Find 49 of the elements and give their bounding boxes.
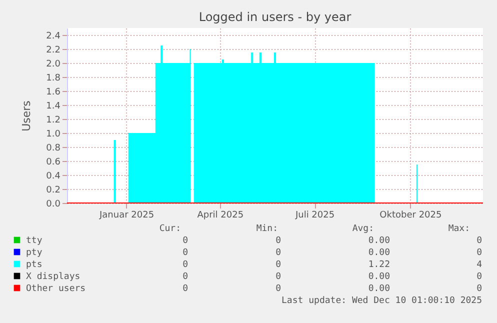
text: Avg: [352, 224, 374, 234]
text: 0.00 [368, 272, 390, 282]
y-axis-title: Users [20, 100, 34, 132]
y-tick-label: 2.4 [46, 32, 61, 42]
text: 0.00 [368, 236, 390, 246]
y-tick-label: 1.6 [46, 88, 61, 98]
text: 0 [276, 248, 281, 258]
text: 0.00 [368, 284, 390, 294]
text: 0 [182, 284, 188, 294]
legend-label: pts [26, 260, 42, 270]
text: 0 [276, 236, 281, 246]
legend-label: pty [26, 248, 43, 258]
y-tick-label: 0.0 [46, 200, 61, 210]
text: 0 [476, 248, 482, 258]
y-tick-label: 1.0 [46, 130, 61, 140]
x-tick-label: April 2025 [197, 210, 244, 220]
legend-label: tty [26, 236, 43, 246]
chart-title: Logged in users - by year [198, 10, 352, 24]
text: Last update: Wed Dec 10 01:00:10 2025 [282, 296, 482, 306]
x-tick-label: Juli 2025 [294, 210, 335, 220]
y-tick-label: 2.2 [46, 46, 60, 56]
x-tick-label: Januar 2025 [98, 210, 154, 220]
text: 0 [276, 284, 281, 294]
text: 0 [182, 236, 188, 246]
text: 0 [182, 248, 188, 258]
x-tick-label: Oktober 2025 [380, 210, 442, 220]
y-tick-label: 0.2 [46, 186, 60, 196]
text: Max: [448, 224, 470, 234]
text: 0.00 [368, 248, 390, 258]
text: 0 [182, 260, 188, 270]
text: 0 [476, 284, 482, 294]
y-tick-label: 1.8 [46, 74, 61, 84]
text: 0 [182, 272, 188, 282]
text: Min: [256, 224, 278, 234]
y-tick-label: 0.8 [46, 144, 61, 154]
text: Cur: [159, 224, 181, 234]
y-tick-label: 0.4 [46, 172, 61, 182]
y-tick-label: 1.4 [46, 102, 61, 112]
legend-label: Other users [26, 284, 86, 294]
text: 0 [476, 272, 482, 282]
y-tick-label: 0.6 [46, 158, 61, 168]
text: 0 [276, 272, 281, 282]
legend-label: X displays [26, 272, 80, 282]
y-tick-label: 1.2 [46, 116, 60, 126]
text: 0 [276, 260, 281, 270]
y-tick-label: 2.0 [46, 60, 61, 70]
text: 0 [476, 236, 482, 246]
text: 1.22 [368, 260, 390, 270]
text: 4 [476, 260, 482, 270]
